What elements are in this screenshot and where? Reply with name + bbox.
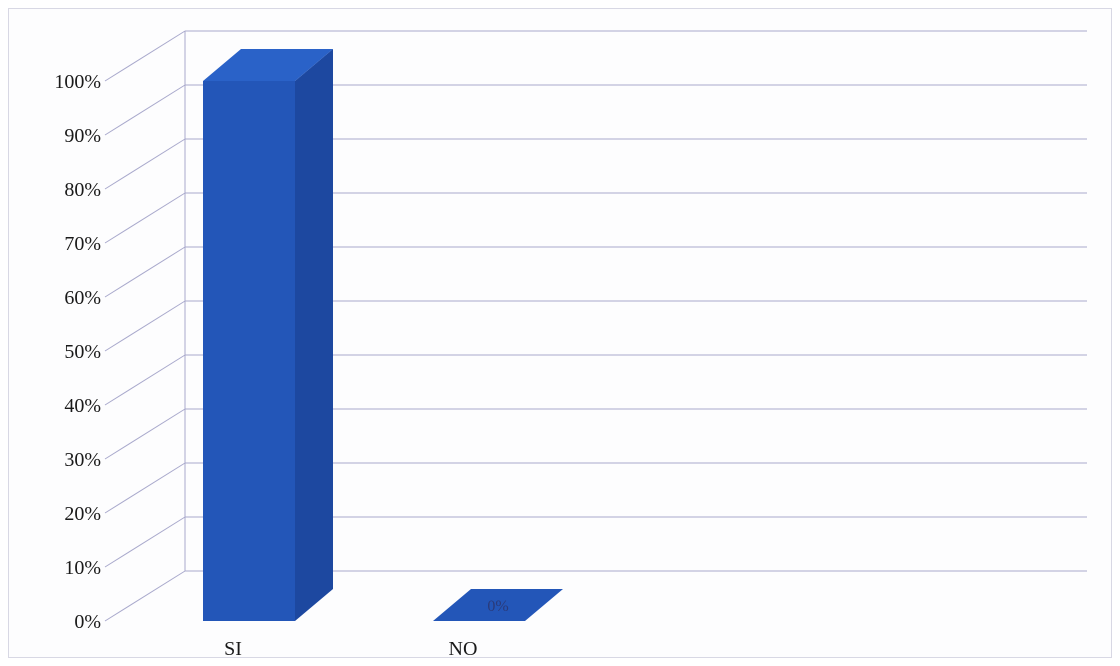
y-tick-label: 20% bbox=[64, 503, 101, 525]
bar-no-top bbox=[433, 589, 563, 621]
data-label-no: 0% bbox=[487, 598, 508, 615]
grid-side-line bbox=[104, 192, 186, 244]
bar-si-front bbox=[203, 81, 295, 621]
y-tick-label: 70% bbox=[64, 233, 101, 255]
y-tick-label: 60% bbox=[64, 287, 101, 309]
grid-side-line bbox=[104, 30, 186, 82]
grid-side-line bbox=[104, 408, 186, 460]
x-category-label: NO bbox=[449, 638, 478, 659]
y-tick-label: 0% bbox=[74, 611, 101, 633]
grid-side-line bbox=[104, 570, 186, 622]
y-tick-label: 90% bbox=[64, 125, 101, 147]
bar-si-top bbox=[203, 49, 333, 81]
y-tick-label: 40% bbox=[64, 395, 101, 417]
y-tick-label: 30% bbox=[64, 449, 101, 471]
grid-side-line bbox=[104, 354, 186, 406]
x-category-label: SI bbox=[224, 638, 242, 659]
bar-chart: 0% 10% 20% 30% 40% 50% 60% 70% 80% 90% 100% SI 0% NO bbox=[54, 30, 1087, 659]
grid-side-line bbox=[104, 462, 186, 514]
y-tick-label: 50% bbox=[64, 341, 101, 363]
chart-frame: 0% 10% 20% 30% 40% 50% 60% 70% 80% 90% 100% SI 0% NO bbox=[8, 8, 1112, 659]
grid-side-line bbox=[104, 138, 186, 190]
y-tick-label: 100% bbox=[54, 71, 101, 93]
y-tick-label: 10% bbox=[64, 557, 101, 579]
grid-side-line bbox=[104, 300, 186, 352]
grid-side-line bbox=[104, 516, 186, 568]
y-tick-label: 80% bbox=[64, 179, 101, 201]
grid-side-line bbox=[104, 84, 186, 136]
bar-si-side bbox=[295, 49, 333, 621]
grid-side-line bbox=[104, 246, 186, 298]
